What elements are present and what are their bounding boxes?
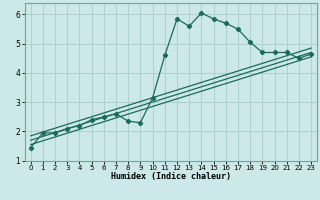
X-axis label: Humidex (Indice chaleur): Humidex (Indice chaleur) xyxy=(111,172,231,181)
